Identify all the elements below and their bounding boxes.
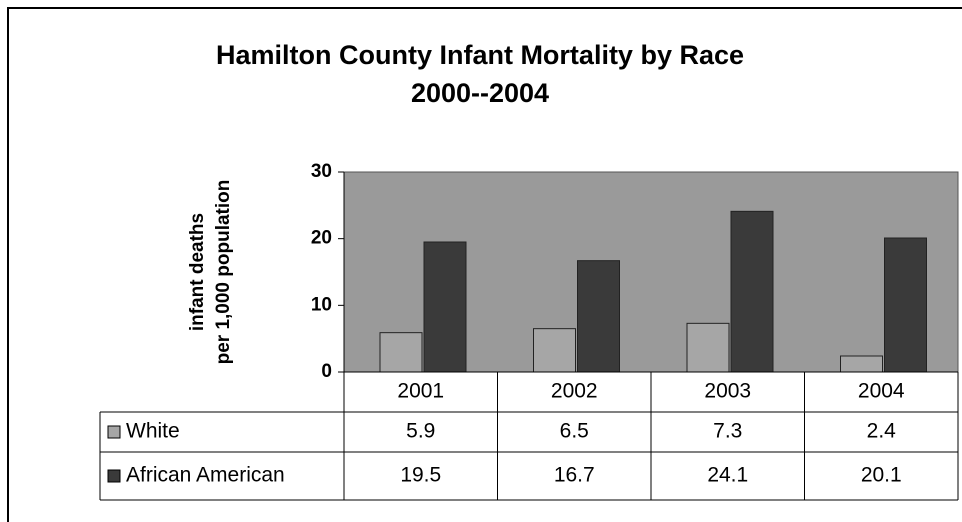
bar: [533, 328, 576, 373]
table-value: 7.3: [713, 420, 742, 443]
legend-label: African American: [126, 464, 285, 487]
legend-label: White: [126, 420, 180, 443]
legend-key: [107, 469, 121, 483]
y-axis-label: per 1,000 population: [213, 180, 234, 365]
chart-title: Hamilton County Infant Mortality by Race: [216, 40, 744, 70]
x-tick-label: 2003: [704, 380, 751, 403]
table-value: 20.1: [861, 464, 902, 487]
bar: [577, 260, 620, 373]
table-value: 5.9: [406, 420, 435, 443]
table-value: 19.5: [400, 464, 441, 487]
y-tick-label: 20: [311, 228, 332, 249]
legend-key: [107, 425, 121, 439]
table-value: 6.5: [560, 420, 589, 443]
bar: [840, 355, 883, 373]
frame: [7, 7, 962, 522]
bar: [379, 332, 423, 373]
table-value: 16.7: [554, 464, 595, 487]
y-tick-label: 10: [311, 294, 332, 315]
bar: [423, 241, 467, 373]
y-tick-label: 0: [321, 361, 332, 382]
bar: [686, 322, 730, 373]
bar: [730, 210, 774, 373]
x-tick-label: 2001: [397, 380, 444, 403]
bar: [884, 237, 927, 373]
table-value: 2.4: [867, 420, 897, 443]
table-value: 24.1: [707, 464, 748, 487]
y-tick-label: 30: [311, 161, 332, 182]
y-axis-label: infant deaths: [187, 213, 208, 331]
x-tick-label: 2004: [858, 380, 905, 403]
chart-subtitle: 2000--2004: [411, 78, 549, 108]
x-tick-label: 2002: [551, 380, 598, 403]
